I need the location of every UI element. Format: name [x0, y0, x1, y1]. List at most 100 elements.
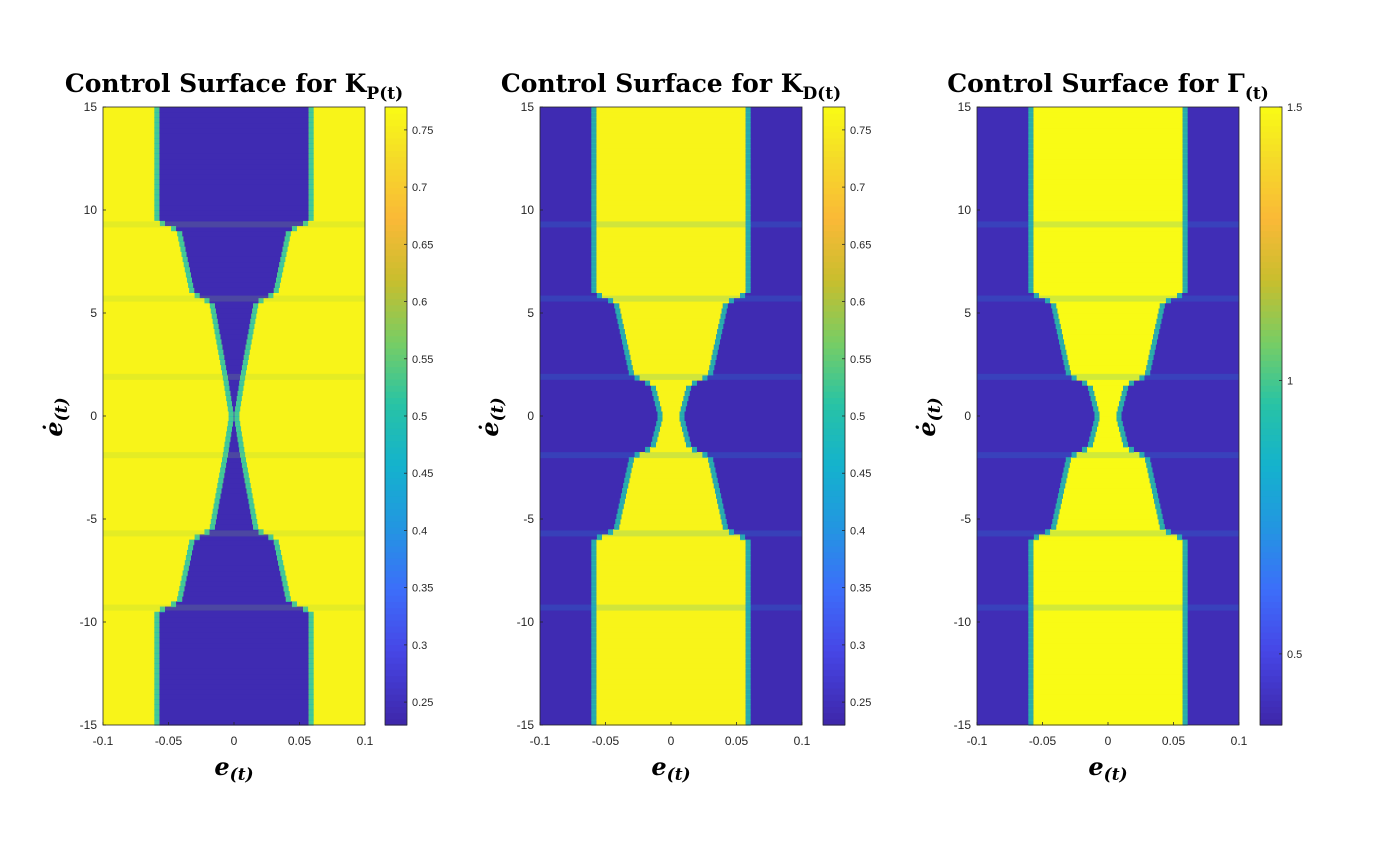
colorbar-segment [823, 205, 845, 213]
heatmap-transition-cell [591, 606, 597, 613]
heatmap-transition-cell [591, 173, 597, 180]
heatmap-transition-cell [712, 477, 718, 484]
colorbar-segment [1260, 255, 1282, 263]
heatmap-transition-cell [591, 127, 597, 134]
colorbar-segment [1260, 465, 1282, 473]
heatmap-transition-cell [235, 405, 241, 412]
heatmap-transition-cell [154, 148, 160, 154]
heatmap-transition-cell [682, 426, 688, 433]
heatmap-transition-cell [645, 446, 651, 453]
heatmap-cell [1059, 508, 1157, 515]
y-axis-label-subscript: (t) [488, 397, 508, 421]
heatmap-transition-cell [1158, 307, 1164, 314]
x-axis-label-main: e [651, 752, 666, 781]
heatmap-transition-cell [683, 431, 689, 438]
heatmap-cell [1033, 117, 1183, 124]
heatmap-transition-cell [251, 313, 257, 319]
colorbar-segment [1260, 471, 1282, 479]
heatmap-cell [596, 235, 746, 242]
heatmap-transition-cell [268, 292, 274, 299]
x-tick-label: 0 [231, 734, 238, 748]
heatmap-transition-cell [1028, 189, 1034, 196]
heatmap-transition-cell [248, 328, 254, 335]
heatmap-transition-cell [1052, 307, 1058, 314]
heatmap-cell [619, 302, 723, 309]
colorbar-segment [1260, 280, 1282, 287]
heatmap-transition-cell [722, 524, 728, 530]
heatmap-cell [1033, 591, 1183, 597]
heatmap-cell [1033, 642, 1183, 649]
heatmap-transition-cell [652, 390, 658, 396]
heatmap-transition-cell [1128, 379, 1134, 386]
heatmap-transition-cell [591, 560, 597, 566]
colorbar-segment [1260, 304, 1282, 312]
heatmap-cell [596, 611, 746, 618]
heatmap-transition-cell [591, 596, 597, 602]
heatmap-transition-cell [745, 276, 751, 283]
colorbar-segment [385, 681, 407, 689]
heatmap-cell [1087, 446, 1129, 453]
heatmap-cell [1033, 663, 1183, 669]
heatmap-transition-cell [1063, 359, 1069, 366]
heatmap-cell [596, 683, 746, 690]
heatmap-transition-cell [178, 235, 184, 242]
colorbar-segment [823, 335, 845, 343]
heatmap-cell [1033, 699, 1183, 705]
heatmap-cell [218, 503, 250, 510]
heatmap-band [103, 221, 365, 228]
heatmap-cell [1059, 318, 1157, 324]
heatmap-transition-cell [1087, 385, 1093, 391]
heatmap-cell [159, 627, 309, 633]
heatmap-band [977, 530, 1239, 537]
heatmap-cell [231, 426, 237, 433]
y-tick-label: 5 [90, 306, 97, 320]
heatmap-cell [1033, 246, 1183, 252]
heatmap-transition-cell [591, 627, 597, 633]
heatmap-cell [631, 359, 711, 366]
colorbar-segment [1260, 601, 1282, 609]
heatmap-band [540, 530, 802, 537]
heatmap-transition-cell [154, 622, 160, 628]
heatmap-cell [1094, 390, 1122, 396]
heatmap-cell [1033, 694, 1183, 700]
colorbar-segment [823, 329, 845, 337]
colorbar-segment [823, 558, 845, 565]
heatmap-cell [1033, 673, 1183, 680]
heatmap-transition-cell [1182, 271, 1188, 278]
colorbar-segment [385, 107, 407, 114]
heatmap-transition-cell [189, 539, 195, 546]
heatmap-transition-cell [1116, 410, 1122, 417]
heatmap-transition-cell [591, 132, 597, 139]
heatmap-transition-cell [1151, 338, 1157, 345]
heatmap-transition-cell [591, 271, 597, 278]
colorbar-segment [385, 669, 407, 677]
colorbar-segment [823, 113, 845, 120]
heatmap-cell [1033, 132, 1183, 139]
heatmap-transition-cell [278, 266, 284, 273]
heatmap-transition-cell [308, 627, 314, 633]
heatmap-cell [224, 354, 244, 360]
heatmap-transition-cell [1028, 694, 1034, 700]
colorbar-segment [385, 348, 407, 355]
colorbar-tick-label: 0.4 [850, 525, 865, 537]
heatmap-cell [232, 405, 236, 412]
heatmap-transition-cell [308, 616, 314, 623]
heatmap-transition-cell [308, 647, 314, 654]
heatmap-transition-cell [1147, 467, 1153, 474]
colorbar-segment [823, 650, 845, 658]
heatmap-transition-cell [1051, 302, 1057, 309]
heatmap-cell [176, 225, 292, 232]
heatmap-transition-cell [280, 256, 286, 263]
heatmap-cell [159, 199, 309, 206]
heatmap-transition-cell [616, 513, 622, 520]
heatmap-transition-cell [1182, 210, 1188, 216]
heatmap-transition-cell [1028, 575, 1034, 582]
heatmap-transition-cell [1028, 688, 1034, 695]
heatmap-cell [601, 292, 741, 299]
heatmap-cell [1033, 122, 1183, 129]
heatmap-band [977, 604, 1239, 611]
colorbar-segment [823, 236, 845, 244]
heatmap-cell [183, 235, 285, 242]
heatmap-transition-cell [1182, 251, 1188, 257]
heatmap-cell [182, 230, 286, 237]
